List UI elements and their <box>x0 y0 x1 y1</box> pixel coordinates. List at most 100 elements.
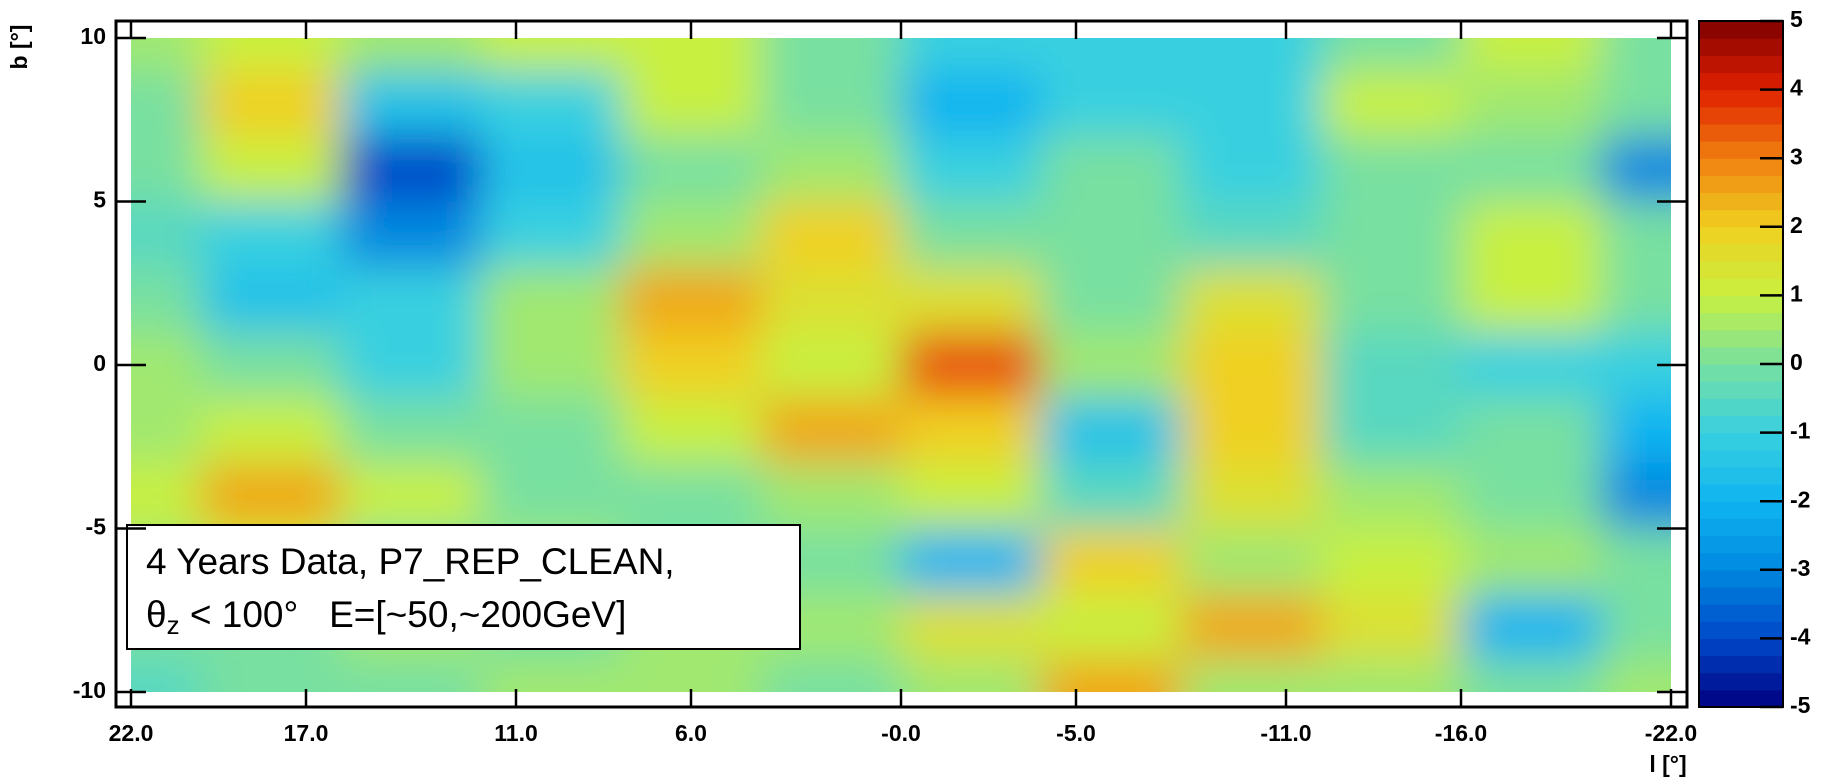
heatmap-cell <box>1601 528 1671 595</box>
heatmap-cell <box>621 463 762 529</box>
heatmap-cell <box>201 659 342 692</box>
x-axis-label: l [°] <box>1649 751 1686 777</box>
colorbar-band <box>1699 466 1783 485</box>
heatmap-cell <box>1181 528 1322 595</box>
colorbar-band <box>1699 312 1783 331</box>
heatmap-cell <box>621 38 762 72</box>
colorbar-band <box>1699 226 1783 245</box>
colorbar-band <box>1699 106 1783 125</box>
x-tick-label: -16.0 <box>1435 720 1487 746</box>
heatmap-cell <box>1461 528 1602 595</box>
heatmap-cell <box>201 266 342 333</box>
heatmap-cell <box>1041 136 1182 202</box>
colorbar-band <box>1699 449 1783 468</box>
colorbar-band <box>1699 552 1783 571</box>
heatmap-cell <box>761 136 902 202</box>
colorbar-band <box>1699 621 1783 639</box>
x-tick-label: -11.0 <box>1260 720 1311 746</box>
heatmap-cell <box>341 266 482 333</box>
heatmap-cell <box>481 38 622 72</box>
heatmap-cell <box>1181 136 1322 202</box>
annotation-text: θ <box>146 594 167 635</box>
colorbar-tick-label: -1 <box>1790 418 1811 444</box>
heatmap-cell <box>201 463 342 529</box>
colorbar-band <box>1699 638 1783 657</box>
heatmap-cell <box>1041 332 1182 399</box>
heatmap-cell <box>901 201 1042 268</box>
colorbar-band <box>1699 329 1783 348</box>
heatmap-cell <box>1601 70 1671 137</box>
heatmap-cell <box>621 266 762 333</box>
heatmap-cell <box>341 659 482 692</box>
colorbar-band <box>1699 55 1783 74</box>
heatmap-cell <box>1461 397 1602 464</box>
colorbar-band <box>1699 569 1783 588</box>
colorbar-band <box>1699 672 1783 691</box>
heatmap-cell <box>1181 70 1322 137</box>
colorbar-band <box>1699 364 1783 382</box>
colorbar-tick-label: -5 <box>1790 692 1811 718</box>
annotation-line: θz < 100° E=[~50,~200GeV] <box>146 594 626 640</box>
heatmap-cell <box>1181 593 1322 660</box>
colorbar-band <box>1699 501 1783 519</box>
colorbar-band <box>1699 209 1783 228</box>
heatmap-cell <box>1461 593 1602 660</box>
heatmap-cell <box>1181 201 1322 268</box>
heatmap-cell <box>1321 70 1462 137</box>
x-tick-label: 6.0 <box>675 720 707 746</box>
y-tick-label: 10 <box>80 23 106 49</box>
y-tick-label: 5 <box>93 187 106 213</box>
heatmap-cell <box>761 397 902 464</box>
colorbar-band <box>1699 586 1783 605</box>
heatmap-cell <box>901 136 1042 202</box>
heatmap-cell <box>131 38 202 72</box>
colorbar-band <box>1699 38 1783 56</box>
heatmap-cell <box>341 201 482 268</box>
colorbar-tick-label: 3 <box>1790 143 1803 169</box>
heatmap-cell <box>1461 266 1602 333</box>
colorbar-band <box>1699 518 1783 537</box>
x-tick-label: 22.0 <box>109 720 154 746</box>
colorbar-band <box>1699 21 1783 39</box>
heatmap-cell <box>131 659 202 692</box>
heatmap-cell <box>201 70 342 137</box>
colorbar-tick-label: -2 <box>1790 486 1810 512</box>
x-tick-label: 17.0 <box>284 720 329 746</box>
heatmap-cell <box>761 659 902 692</box>
colorbar-band <box>1699 398 1783 417</box>
heatmap-cell <box>901 332 1042 399</box>
heatmap-cell <box>621 659 762 692</box>
annotation-line: 4 Years Data, P7_REP_CLEAN, <box>146 541 675 582</box>
annotation-text: z <box>167 610 180 640</box>
colorbar-band <box>1699 261 1783 279</box>
heatmap-cell <box>1041 70 1182 137</box>
heatmap-cell <box>621 201 762 268</box>
heatmap-cell <box>481 332 622 399</box>
heatmap-cell <box>1321 397 1462 464</box>
y-tick-label: -5 <box>86 514 107 540</box>
heatmap-cell <box>1181 266 1322 333</box>
heatmap-cell <box>901 266 1042 333</box>
heatmap-cell <box>1601 463 1671 529</box>
heatmap-cell <box>1321 463 1462 529</box>
colorbar-band <box>1699 141 1783 159</box>
heatmap-cell <box>131 70 202 137</box>
heatmap-cell <box>131 201 202 268</box>
heatmap-cell <box>201 136 342 202</box>
heatmap-cell <box>1461 38 1602 72</box>
heatmap-cell <box>761 463 902 529</box>
heatmap-cell <box>481 70 622 137</box>
heatmap-cell <box>901 593 1042 660</box>
annotation-text: < 100° E=[~50,~200GeV] <box>180 594 627 635</box>
heatmap-cell <box>341 70 482 137</box>
heatmap-cell <box>901 659 1042 692</box>
heatmap-cell <box>481 659 622 692</box>
heatmap-cell <box>1461 332 1602 399</box>
colorbar-band <box>1699 123 1783 142</box>
heatmap-cell <box>621 70 762 137</box>
colorbar-band <box>1699 175 1783 194</box>
heatmap-cell <box>1461 463 1602 529</box>
colorbar-tick-label: 0 <box>1790 349 1803 375</box>
